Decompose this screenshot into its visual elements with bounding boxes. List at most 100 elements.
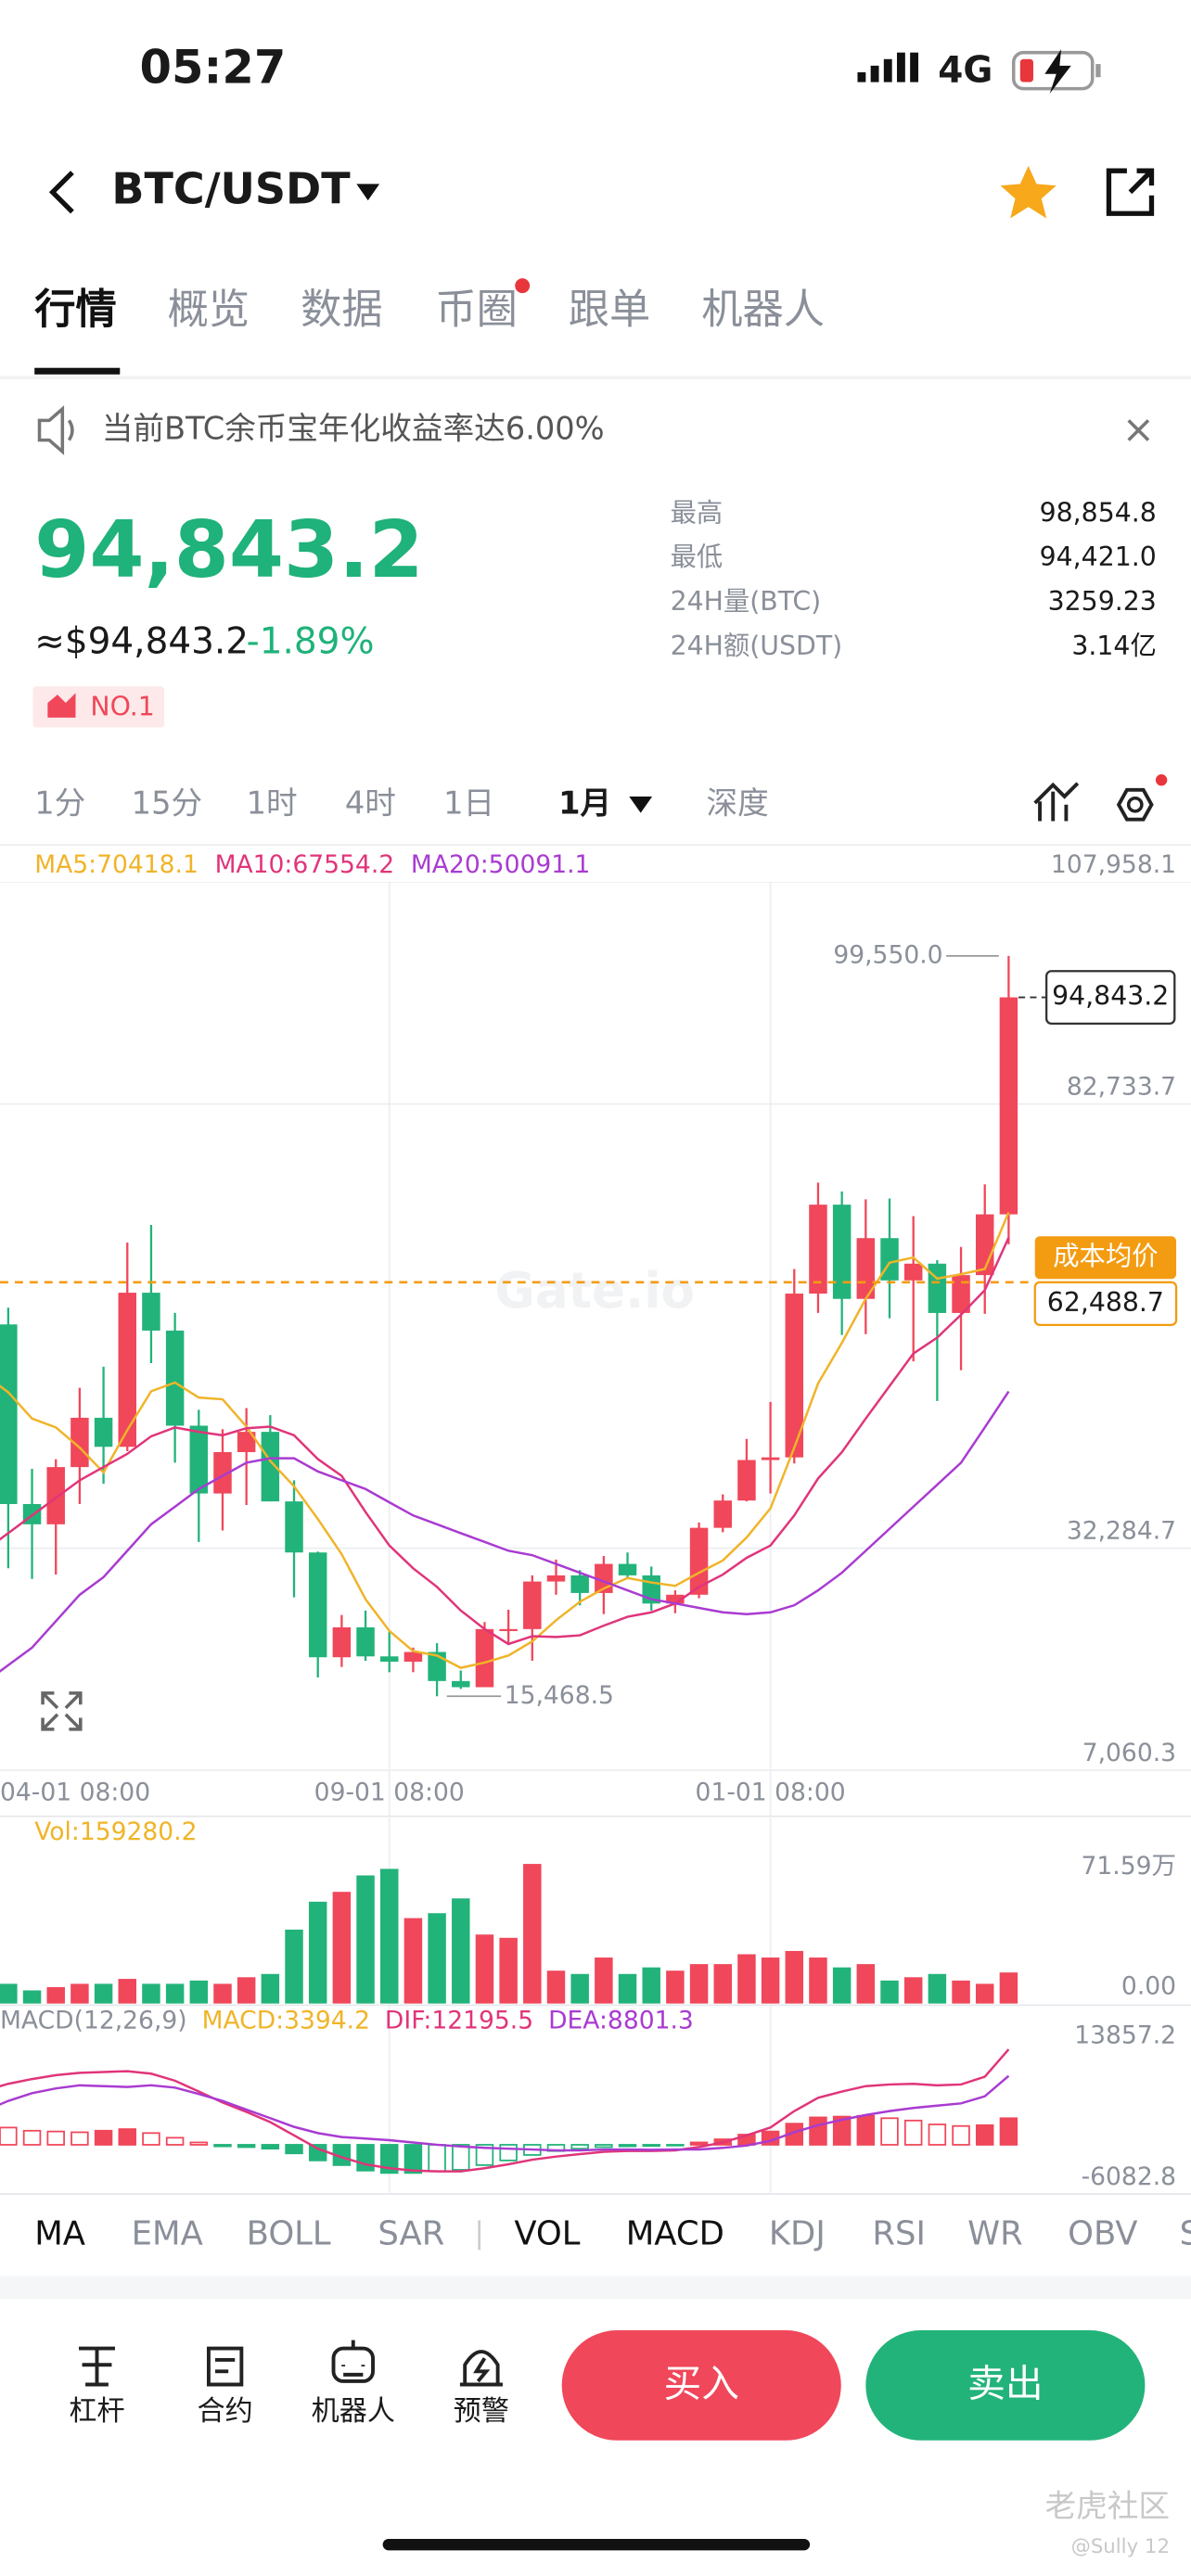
candle-body bbox=[332, 1626, 352, 1658]
indicator-tab[interactable]: MA bbox=[34, 2214, 85, 2252]
volume-bar bbox=[356, 1875, 375, 2004]
back-button[interactable] bbox=[48, 171, 74, 214]
indicator-tab[interactable]: SAR bbox=[378, 2214, 444, 2252]
candle-body bbox=[499, 1628, 518, 1631]
candle-body bbox=[832, 1205, 852, 1299]
network: 4G bbox=[938, 49, 992, 91]
candle-body bbox=[403, 1651, 423, 1662]
volume-bar bbox=[975, 1983, 994, 2004]
indicator-tab[interactable]: S bbox=[1180, 2214, 1191, 2252]
volume-bar bbox=[308, 1901, 327, 2004]
volume-bar bbox=[713, 1964, 732, 2004]
candle-body bbox=[118, 1293, 137, 1447]
volume-bar bbox=[94, 1983, 113, 2004]
indicator-tab[interactable]: BOLL bbox=[247, 2214, 331, 2252]
volume-bar bbox=[618, 1973, 637, 2004]
interval[interactable]: 1日 bbox=[443, 784, 494, 821]
usd-price: ≈$94,843.2 bbox=[34, 621, 249, 663]
candle-body bbox=[428, 1651, 446, 1681]
candle-body bbox=[308, 1552, 327, 1658]
candle-body bbox=[809, 1205, 827, 1294]
tab-active[interactable]: 行情 bbox=[34, 286, 117, 333]
sell-button[interactable] bbox=[865, 2330, 1146, 2441]
tab[interactable]: 币圈 bbox=[435, 286, 518, 333]
macd-bar bbox=[237, 2144, 256, 2149]
macd-bar bbox=[142, 2132, 160, 2146]
pair-title[interactable]: BTC/USDT bbox=[111, 164, 351, 214]
high-marker: 99,550.0 bbox=[833, 940, 942, 969]
candle-body bbox=[475, 1628, 494, 1688]
macd-bar bbox=[70, 2131, 89, 2146]
tab[interactable]: 概览 bbox=[168, 286, 250, 333]
tab[interactable]: 数据 bbox=[301, 286, 383, 333]
candle-body bbox=[713, 1500, 732, 1528]
candle-body bbox=[737, 1460, 756, 1501]
indicator-tab[interactable]: RSI bbox=[872, 2214, 926, 2252]
volume-bar bbox=[261, 1973, 280, 2004]
interval-dropdown[interactable] bbox=[629, 796, 653, 813]
share-button[interactable] bbox=[1106, 168, 1155, 216]
notice-text[interactable]: 当前BTC余币宝年化收益率达6.00% bbox=[102, 411, 605, 447]
interval[interactable]: 15分 bbox=[132, 784, 202, 821]
volume-bar bbox=[809, 1958, 827, 2004]
nav-label[interactable]: 合约 bbox=[198, 2395, 253, 2428]
y-tick-label: 13857.2 bbox=[1074, 2021, 1176, 2050]
indicator-icon[interactable] bbox=[1033, 782, 1080, 822]
volume-bar bbox=[546, 1970, 566, 2004]
volume-bar bbox=[70, 1983, 89, 2004]
volume-bar bbox=[832, 1967, 852, 2004]
close-notice[interactable] bbox=[1127, 419, 1150, 441]
last-price-label: 94,843.2 bbox=[1052, 981, 1169, 1012]
indicator-tab[interactable]: EMA bbox=[132, 2214, 203, 2252]
indicator-tab[interactable]: KDJ bbox=[769, 2214, 826, 2252]
favorite-star[interactable] bbox=[1000, 165, 1057, 219]
candle-body bbox=[546, 1575, 566, 1582]
interval[interactable]: 4时 bbox=[345, 784, 396, 821]
candle-body bbox=[570, 1575, 589, 1593]
nav-label[interactable]: 机器人 bbox=[312, 2395, 395, 2428]
volume-bar bbox=[428, 1913, 446, 2004]
indicator-tab[interactable]: MACD bbox=[626, 2214, 724, 2252]
macd-bar bbox=[880, 2117, 899, 2146]
indicator-tab[interactable]: OBV bbox=[1068, 2214, 1137, 2252]
volume-bar bbox=[928, 1973, 947, 2004]
volume-bar bbox=[499, 1937, 518, 2004]
y-tick-label: 71.59万 bbox=[1082, 1852, 1177, 1881]
volume-bar bbox=[285, 1929, 303, 2004]
candle-body bbox=[689, 1527, 709, 1595]
interval[interactable]: 1时 bbox=[247, 784, 298, 821]
tab[interactable]: 机器人 bbox=[701, 286, 825, 333]
pair-dropdown[interactable] bbox=[356, 184, 380, 201]
volume-bar bbox=[403, 1918, 423, 2004]
stat-label: 最高 bbox=[671, 497, 724, 528]
tab[interactable]: 跟单 bbox=[569, 286, 651, 333]
fullscreen-button[interactable] bbox=[41, 1691, 83, 1731]
buy-button[interactable] bbox=[561, 2330, 841, 2441]
macd-bar bbox=[856, 2114, 876, 2146]
volume-bar bbox=[689, 1964, 709, 2004]
indicator-tab[interactable]: VOL bbox=[514, 2214, 580, 2252]
y-tick-label: 82,733.7 bbox=[1067, 1072, 1176, 1101]
macd-bar bbox=[356, 2144, 375, 2172]
macd-line bbox=[0, 2048, 1010, 2173]
stat-label: 24H额(USDT) bbox=[671, 631, 843, 661]
candle-body bbox=[523, 1581, 542, 1629]
candle-body bbox=[999, 997, 1018, 1215]
indicator-tab[interactable]: WR bbox=[967, 2214, 1023, 2252]
interval-active[interactable]: 1月 bbox=[558, 784, 611, 821]
sell-label[interactable]: 卖出 bbox=[967, 2361, 1043, 2405]
volume-bar bbox=[595, 1958, 613, 2004]
watermark: Gate.io bbox=[494, 1262, 695, 1320]
nav-label[interactable]: 预警 bbox=[454, 2395, 509, 2428]
buy-label[interactable]: 买入 bbox=[664, 2361, 739, 2405]
interval[interactable]: 深度 bbox=[707, 784, 769, 821]
stat-value: 94,421.0 bbox=[1040, 542, 1157, 572]
nav-label[interactable]: 杠杆 bbox=[69, 2395, 124, 2428]
volume-bar bbox=[0, 1983, 18, 2004]
interval[interactable]: 1分 bbox=[34, 784, 85, 821]
candle-body bbox=[237, 1432, 256, 1452]
volume-bar bbox=[332, 1892, 352, 2004]
candle-body bbox=[46, 1467, 65, 1524]
settings-icon[interactable] bbox=[1116, 787, 1154, 822]
